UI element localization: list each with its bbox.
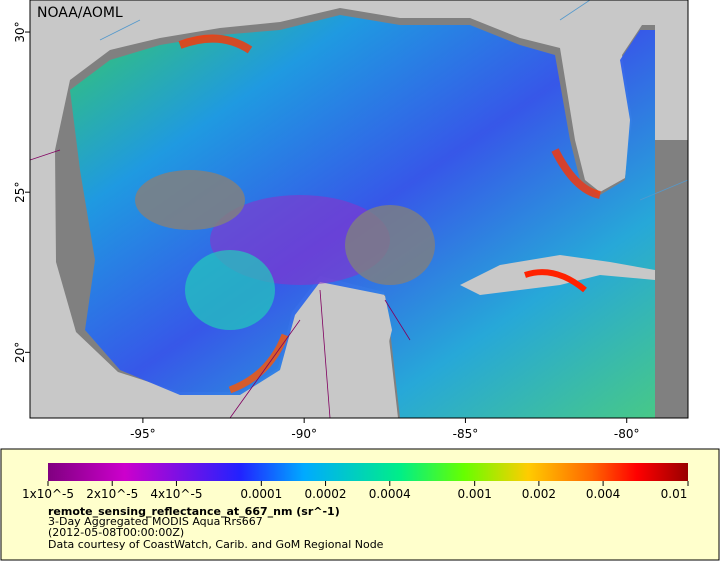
axes: -95° -90° -85° -80° 30° 25° 20° bbox=[13, 21, 640, 441]
colorbar-tick-label: 0.002 bbox=[522, 487, 556, 501]
border bbox=[30, 149, 411, 418]
coastal-high bbox=[178, 34, 253, 54]
y-tick-label: 25° bbox=[13, 182, 27, 203]
colorbar-tick-label: 0.0002 bbox=[305, 487, 347, 501]
x-tick-label: -90° bbox=[291, 427, 317, 441]
colorbar-ticks: 1x10^-5 2x10^-5 4x10^-5 0.0001 0.0002 0.0004 0… bbox=[22, 481, 689, 501]
nodata-patch bbox=[345, 205, 435, 285]
nodata-patch bbox=[135, 170, 245, 230]
y-tick-label: 20° bbox=[13, 342, 27, 363]
colorbar-tick-label: 0.01 bbox=[661, 487, 688, 501]
colorbar-tick-label: 2x10^-5 bbox=[86, 487, 138, 501]
colorbar-tick-label: 0.0004 bbox=[369, 487, 411, 501]
watermark: NOAA/AOML bbox=[37, 5, 123, 21]
coastal-high bbox=[228, 333, 289, 394]
land bbox=[655, 0, 688, 140]
y-tick-label: 30° bbox=[13, 21, 27, 42]
legend-variable: remote_sensing_reflectance_at_667_nm (sr… bbox=[48, 505, 340, 518]
x-tick-label: -80° bbox=[614, 427, 640, 441]
x-tick-label: -95° bbox=[130, 427, 156, 441]
map bbox=[30, 0, 688, 418]
colorbar-tick-label: 0.004 bbox=[586, 487, 620, 501]
cyan-patch bbox=[185, 250, 275, 330]
colorbar-tick-label: 0.001 bbox=[457, 487, 491, 501]
river bbox=[99, 0, 688, 201]
map-frame bbox=[29, 0, 689, 419]
colorbar-tick-label: 0.0001 bbox=[240, 487, 282, 501]
legend-time: (2012-05-08T00:00:00Z) bbox=[48, 526, 184, 539]
legend-description: 3-Day Aggregated MODIS Aqua Rrs667 bbox=[48, 515, 263, 528]
coastal-high bbox=[524, 269, 587, 293]
legend-credit: Data courtesy of CoastWatch, Carib. and … bbox=[48, 538, 384, 551]
colorbar-tick-label: 1x10^-5 bbox=[22, 487, 74, 501]
colorbar-tick-label: 4x10^-5 bbox=[150, 487, 202, 501]
colorbar bbox=[48, 463, 688, 481]
coastal-high bbox=[551, 148, 602, 199]
x-tick-label: -85° bbox=[453, 427, 479, 441]
